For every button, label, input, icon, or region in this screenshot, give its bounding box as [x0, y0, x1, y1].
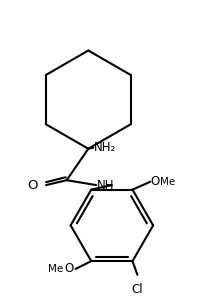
Text: Me: Me: [49, 264, 64, 274]
Text: Me: Me: [160, 177, 175, 187]
Text: O: O: [64, 262, 74, 275]
Text: NH: NH: [97, 178, 115, 192]
Text: Cl: Cl: [132, 283, 143, 296]
Text: O: O: [150, 175, 160, 188]
Text: NH₂: NH₂: [94, 141, 116, 154]
Text: O: O: [28, 178, 38, 192]
